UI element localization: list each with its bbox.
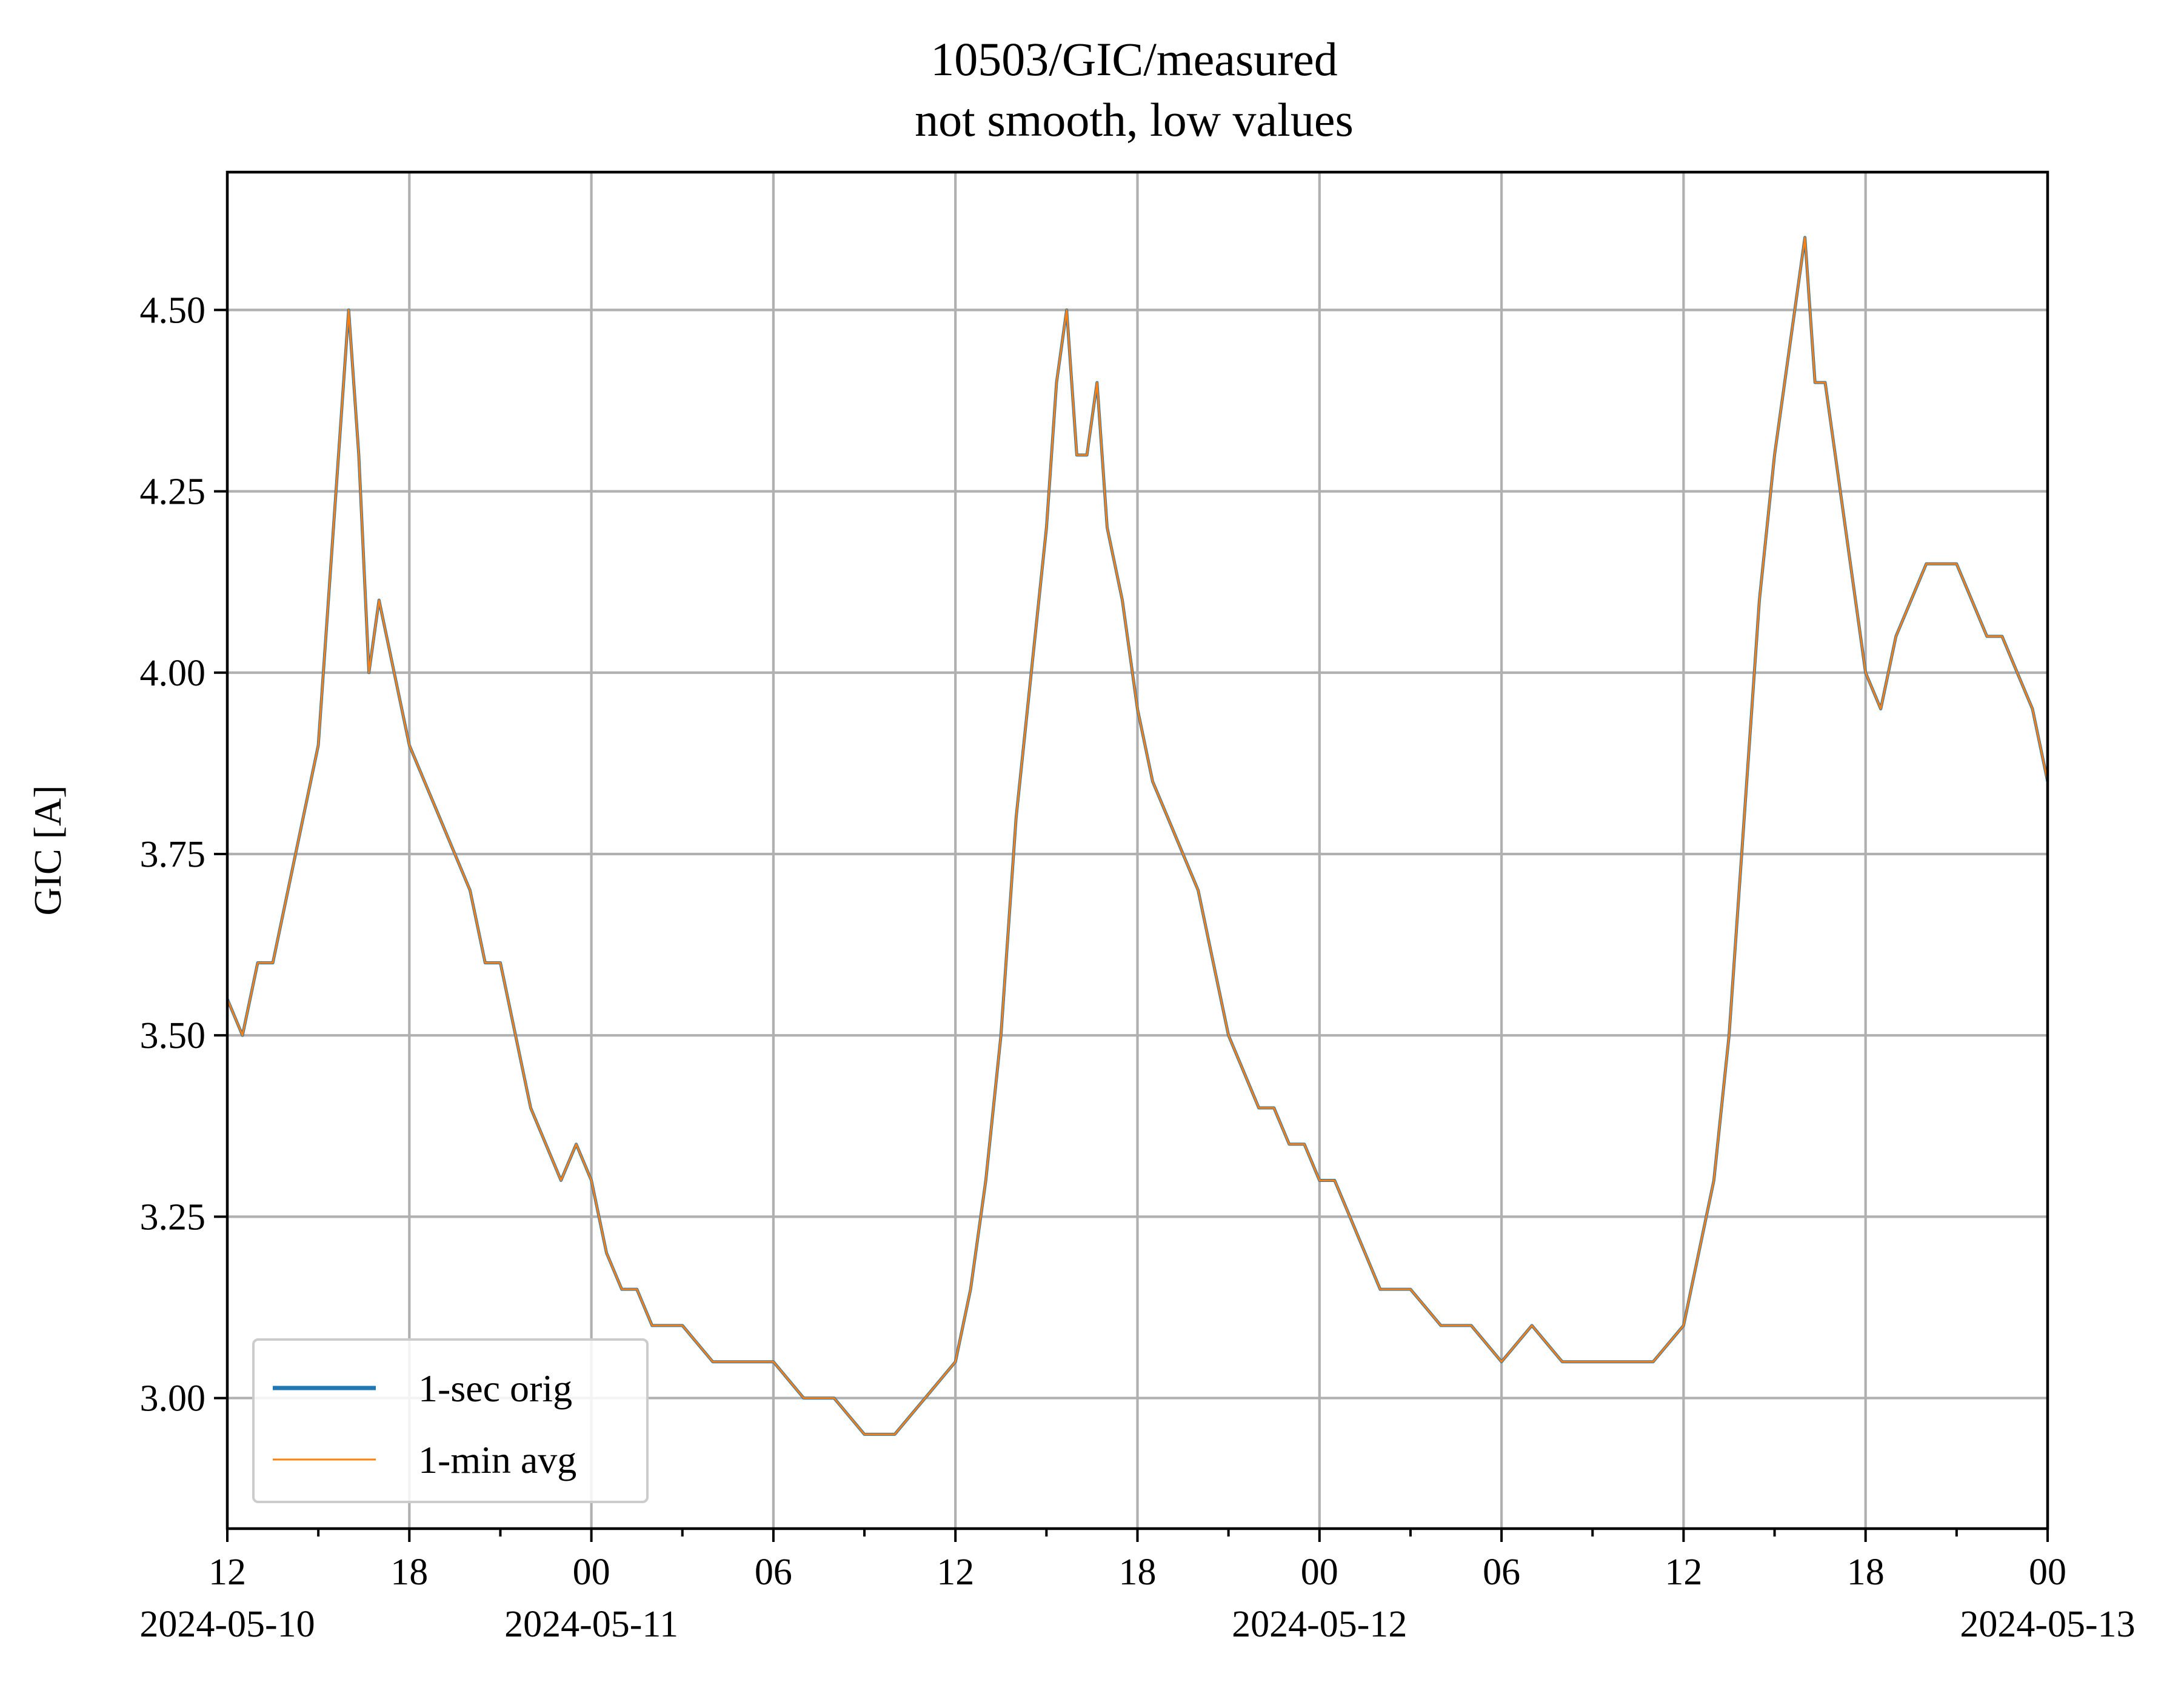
x-tick-label: 12 [1665,1552,1702,1593]
x-tick-label: 06 [755,1552,792,1593]
x-tick-label: 06 [1483,1552,1520,1593]
x-tick-label: 00 [1301,1552,1338,1593]
legend-label-1-sec-orig: 1-sec orig [418,1367,572,1410]
legend-label-1-min-avg: 1-min avg [418,1438,576,1481]
plot-series [225,236,2049,1436]
y-tick-label: 4.50 [140,290,206,331]
y-tick-label: 3.50 [140,1015,206,1056]
x-date-label: 2024-05-10 [139,1604,315,1645]
x-tick-label: 12 [209,1552,246,1593]
legend: 1-sec orig 1-min avg [252,1338,649,1503]
x-tick-label: 18 [1119,1552,1157,1593]
y-tick-label: 4.25 [140,472,206,513]
axis-ticks: 12 2024-05-10 18 00 2024-05-11 06 12 18 00 2024-0… [139,290,2135,1645]
chart-title: 10503/GIC/measured [930,33,1338,85]
x-date-label: 2024-05-12 [1232,1604,1407,1645]
chart-subtitle: not smooth, low values [915,93,1354,146]
y-axis-label: GIC [A] [26,785,69,915]
x-date-label: 2024-05-13 [1960,1604,2135,1645]
x-tick-label: 12 [937,1552,974,1593]
y-tick-label: 3.25 [140,1196,206,1238]
legend-box [252,1338,649,1503]
y-tick-label: 4.00 [140,653,206,694]
x-tick-label: 18 [390,1552,428,1593]
x-tick-label: 18 [1847,1552,1885,1593]
series-line-1-min-avg [226,236,2049,1435]
x-tick-label: 00 [573,1552,610,1593]
y-tick-label: 3.75 [140,834,206,875]
x-date-label: 2024-05-11 [504,1604,678,1645]
y-tick-label: 3.00 [140,1378,206,1420]
x-tick-label: 00 [2029,1552,2066,1593]
